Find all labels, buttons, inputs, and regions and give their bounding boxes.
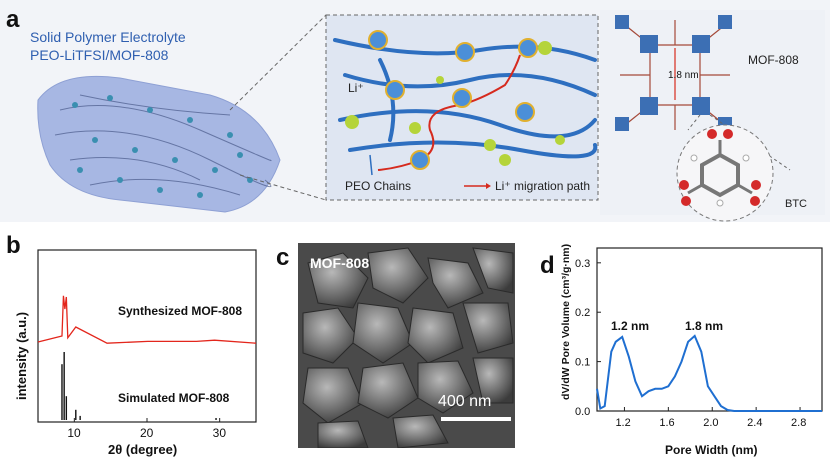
peak-label-1: 1.2 nm (611, 319, 649, 333)
xrd-synthesized-series (37, 295, 257, 344)
panel-letter-d: d (540, 252, 555, 279)
pore-x-tick-label: 2.8 (791, 417, 806, 429)
peo-pointer (369, 154, 373, 176)
sem-texture (298, 243, 515, 448)
li-ions (345, 41, 565, 166)
pore-distribution-series (596, 334, 822, 412)
membrane-fibers (54, 94, 272, 196)
pore-y-ticks: 0.0 0.1 0.2 0.3 (575, 258, 601, 418)
sem-label: MOF-808 (310, 255, 370, 271)
panel-letter-a: a (6, 6, 20, 33)
electrolyte-title-line2: PEO-LiTFSI/MOF-808 (30, 47, 169, 63)
pore-x-ticks: 1.2 1.6 2.0 2.4 2.8 (615, 407, 806, 429)
migration-path-label: Li⁺ migration path (495, 179, 590, 193)
pore-y-tick-label: 0.2 (575, 307, 590, 319)
scale-bar-label: 400 nm (438, 393, 492, 410)
electrolyte-title: Solid Polymer Electrolyte PEO-LiTFSI/MOF… (30, 28, 186, 64)
xrd-x-tick-label: 20 (140, 426, 154, 440)
pore-xlabel: Pore Width (nm) (665, 443, 758, 457)
xrd-chart: intensity (a.u.) 2θ (degree) 10 20 30 Synt… (14, 249, 257, 457)
peo-chains-label: PEO Chains (345, 179, 411, 193)
mof-lattice (620, 20, 730, 130)
xrd-ylabel: intensity (a.u.) (14, 312, 29, 400)
pore-size-label: 1.8 nm (668, 70, 699, 81)
membrane-slab (37, 75, 281, 213)
pore-x-tick-label: 1.2 (615, 417, 630, 429)
xrd-xlabel: 2θ (degree) (108, 442, 177, 457)
pore-chart: dV/dW Pore Volume (cm³/g·nm) Pore Width … (560, 244, 823, 457)
xrd-x-ticks: 10 20 30 (67, 418, 226, 440)
xrd-synth-label: Synthesized MOF-808 (118, 304, 242, 318)
zoom-line-top (229, 14, 327, 111)
zoom-line-bottom (239, 174, 327, 201)
mof-nodes (615, 15, 732, 131)
panel-a-illustration: Li⁺ PEO Chains Li⁺ migration path 1.8 nm… (37, 10, 825, 222)
pore-y-tick-label: 0.3 (575, 258, 590, 270)
btc-label: BTC (785, 198, 807, 210)
btc-molecule (679, 129, 761, 207)
mof-clusters (368, 30, 538, 170)
btc-zoom-circle (676, 124, 774, 222)
pore-ylabel: dV/dW Pore Volume (cm³/g·nm) (560, 244, 572, 400)
pore-x-tick-label: 2.0 (703, 417, 718, 429)
panel-letter-b: b (6, 232, 21, 259)
sem-image: MOF-808 400 nm (298, 243, 515, 448)
pore-y-tick-label: 0.1 (575, 357, 590, 369)
xrd-sim-label: Simulated MOF-808 (118, 391, 230, 405)
scale-bar (441, 417, 511, 421)
peak-label-2: 1.8 nm (685, 319, 723, 333)
path-legend-arrowhead (486, 183, 491, 189)
pore-x-tick-label: 1.6 (659, 417, 674, 429)
electrolyte-title-line1: Solid Polymer Electrolyte (30, 29, 186, 45)
membrane-mof-particles (72, 95, 253, 198)
mof-808-label: MOF-808 (748, 53, 799, 67)
xrd-x-tick-label: 10 (67, 426, 81, 440)
xrd-simulated-series (61, 352, 217, 420)
panel-letter-c: c (276, 244, 290, 271)
li-ion-label: Li⁺ (348, 81, 364, 95)
pore-plot-frame (596, 247, 823, 412)
xrd-x-tick-label: 30 (213, 426, 227, 440)
pore-x-tick-label: 2.4 (747, 417, 762, 429)
pore-y-tick-label: 0.0 (575, 406, 590, 418)
